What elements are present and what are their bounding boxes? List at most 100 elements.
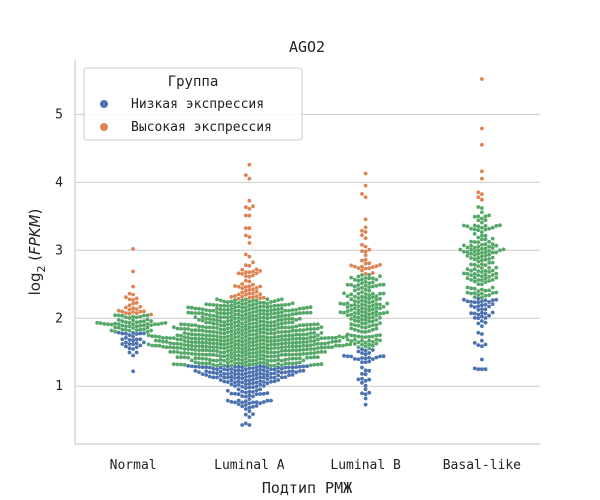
- data-point: [363, 325, 368, 330]
- data-point: [276, 369, 281, 374]
- data-point: [480, 303, 484, 308]
- data-point: [294, 311, 299, 316]
- data-point: [243, 252, 248, 257]
- data-point: [272, 320, 277, 324]
- data-point: [367, 276, 372, 281]
- data-point: [215, 297, 219, 302]
- data-point: [247, 254, 252, 259]
- data-point: [367, 304, 372, 309]
- data-point: [182, 327, 187, 331]
- data-point: [134, 324, 139, 329]
- data-point: [465, 253, 470, 258]
- data-point: [374, 355, 379, 360]
- data-point: [480, 262, 484, 266]
- data-point: [124, 311, 128, 315]
- data-point: [254, 267, 259, 272]
- legend-label-low: Низкая экспрессия: [131, 97, 264, 112]
- data-point: [272, 331, 277, 336]
- data-point: [265, 309, 270, 313]
- data-point: [312, 362, 317, 367]
- data-point: [319, 325, 324, 329]
- data-point: [378, 302, 382, 307]
- data-point: [363, 236, 368, 241]
- data-point: [207, 357, 212, 362]
- data-point: [229, 307, 234, 312]
- data-point: [272, 299, 277, 304]
- data-point: [265, 324, 270, 328]
- data-point: [378, 333, 382, 337]
- data-point: [251, 336, 255, 341]
- data-point: [240, 272, 245, 276]
- data-point: [370, 323, 375, 328]
- data-point: [200, 352, 205, 357]
- data-point: [225, 349, 230, 354]
- data-point: [197, 370, 201, 374]
- data-point: [215, 318, 219, 323]
- data-point: [265, 339, 270, 344]
- data-point: [272, 346, 277, 350]
- data-point: [218, 346, 223, 350]
- data-point: [247, 354, 252, 359]
- data-point: [352, 318, 357, 323]
- data-point: [308, 347, 313, 351]
- data-point: [363, 276, 368, 280]
- data-point: [215, 358, 219, 363]
- data-point: [229, 371, 234, 375]
- data-point: [272, 354, 277, 359]
- data-point: [363, 292, 368, 296]
- data-point: [483, 263, 488, 267]
- data-point: [360, 264, 364, 269]
- data-point: [472, 286, 477, 291]
- data-point: [269, 375, 273, 380]
- data-point: [378, 274, 382, 279]
- data-point: [131, 338, 136, 343]
- data-point: [186, 364, 191, 368]
- x-tick-label: Luminal B: [330, 458, 401, 473]
- data-point: [297, 352, 302, 357]
- data-point: [483, 298, 488, 303]
- data-point: [233, 350, 237, 354]
- data-point: [197, 356, 201, 361]
- data-point: [294, 370, 299, 375]
- data-point: [251, 321, 255, 326]
- data-point: [363, 402, 368, 407]
- data-point: [494, 224, 499, 228]
- data-point: [279, 297, 284, 302]
- data-point: [240, 298, 245, 303]
- data-point: [297, 336, 302, 341]
- data-point: [301, 340, 306, 344]
- data-point: [236, 296, 241, 301]
- data-point: [272, 379, 277, 384]
- data-point: [116, 308, 121, 313]
- data-point: [211, 353, 216, 357]
- data-point: [360, 294, 364, 299]
- data-point: [301, 358, 306, 363]
- data-point: [490, 291, 495, 295]
- data-point: [247, 295, 252, 300]
- data-point: [240, 404, 245, 409]
- data-point: [225, 307, 230, 312]
- data-point: [236, 338, 241, 343]
- data-point: [175, 326, 180, 331]
- data-point: [301, 306, 306, 311]
- data-point: [211, 341, 216, 346]
- data-point: [279, 375, 284, 380]
- data-point: [261, 357, 266, 361]
- data-point: [243, 342, 248, 346]
- data-point: [254, 294, 259, 299]
- data-point: [352, 323, 357, 327]
- data-point: [261, 330, 266, 335]
- data-point: [197, 311, 201, 316]
- data-point: [131, 306, 136, 311]
- data-point: [215, 363, 219, 368]
- data-point: [490, 250, 495, 255]
- data-point: [287, 369, 291, 374]
- data-point: [374, 318, 379, 322]
- data-point: [222, 375, 227, 380]
- data-point: [378, 296, 382, 301]
- data-point: [168, 350, 173, 354]
- data-point: [124, 315, 128, 320]
- data-point: [483, 316, 488, 320]
- data-point: [240, 384, 245, 389]
- data-point: [120, 342, 125, 346]
